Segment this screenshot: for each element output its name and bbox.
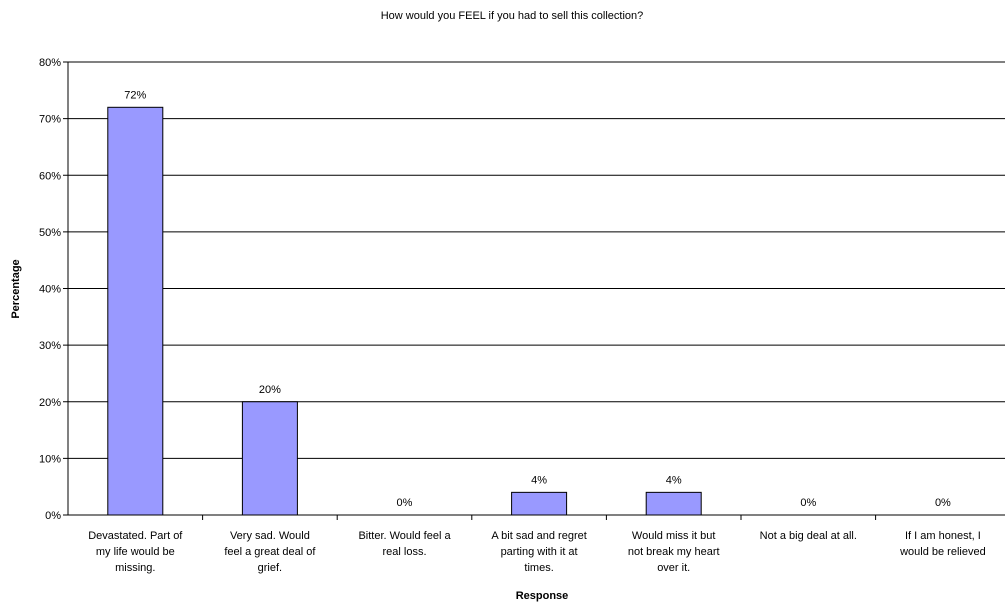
gridlines: [68, 61, 1005, 459]
bar: [107, 106, 164, 516]
bar: [241, 401, 298, 516]
chart-title: How would you FEEL if you had to sell th…: [381, 10, 644, 22]
x-tick-label-line: Very sad. Would: [230, 530, 310, 542]
data-labels: 72% 20% 0% 4% 4% 0% 0%: [124, 89, 951, 509]
x-tick-label-line: over it.: [657, 562, 690, 574]
x-tick-label-line: parting with it at: [501, 546, 578, 558]
y-tick-label: 40%: [39, 284, 61, 296]
x-tick-label: If I am honest, I would be relieved: [899, 530, 986, 558]
x-tick-label-line: Not a big deal at all.: [760, 530, 857, 542]
y-tick-label: 10%: [39, 453, 61, 465]
y-tick-label: 50%: [39, 227, 61, 239]
x-tick-label-line: feel a great deal of: [224, 546, 316, 558]
x-tick-label-line: my life would be: [96, 546, 175, 558]
bar: [511, 491, 568, 516]
x-axis-title: Response: [516, 590, 569, 602]
x-tick-label-line: real loss.: [382, 546, 426, 558]
y-tick-label: 0%: [45, 510, 61, 522]
bar: [645, 491, 702, 516]
x-tick-labels: Devastated. Part of my life would be missi…: [88, 530, 985, 574]
x-tick-label: Devastated. Part of my life would be missi…: [88, 530, 183, 574]
x-tick-label-line: Bitter. Would feel a: [358, 530, 451, 542]
x-tick-label: A bit sad and regret parting with it at ti…: [491, 530, 586, 574]
data-label: 72%: [124, 89, 146, 101]
x-tick-label-line: Devastated. Part of: [88, 530, 183, 542]
x-tick-label: Bitter. Would feel a real loss.: [358, 530, 451, 558]
x-tick-label-line: times.: [524, 562, 553, 574]
data-label: 0%: [397, 497, 413, 509]
x-tick-label-line: Would miss it but: [632, 530, 716, 542]
x-tick-label: Would miss it but not break my heart over …: [628, 530, 720, 574]
y-tick-label: 20%: [39, 397, 61, 409]
x-tick-label-line: grief.: [258, 562, 282, 574]
y-tick-label: 60%: [39, 170, 61, 182]
x-tick-label-line: would be relieved: [899, 546, 986, 558]
x-tick-label-line: missing.: [115, 562, 155, 574]
data-label: 4%: [666, 474, 682, 486]
x-tick-label: Very sad. Would feel a great deal of grief…: [224, 530, 316, 574]
x-tick-label-line: If I am honest, I: [905, 530, 981, 542]
bars: [107, 106, 702, 516]
y-tick-label: 30%: [39, 340, 61, 352]
y-axis-title: Percentage: [10, 259, 22, 318]
data-label: 4%: [531, 474, 547, 486]
axes: [63, 61, 1005, 520]
x-tick-label: Not a big deal at all.: [760, 530, 857, 542]
data-label: 20%: [259, 384, 281, 396]
y-tick-label: 80%: [39, 57, 61, 69]
y-tick-label: 70%: [39, 114, 61, 126]
data-label: 0%: [800, 497, 816, 509]
x-tick-label-line: not break my heart: [628, 546, 720, 558]
data-label: 0%: [935, 497, 951, 509]
y-tick-labels: 0% 10% 20% 30% 40% 50% 60% 70% 80%: [39, 57, 61, 522]
x-tick-label-line: A bit sad and regret: [491, 530, 586, 542]
